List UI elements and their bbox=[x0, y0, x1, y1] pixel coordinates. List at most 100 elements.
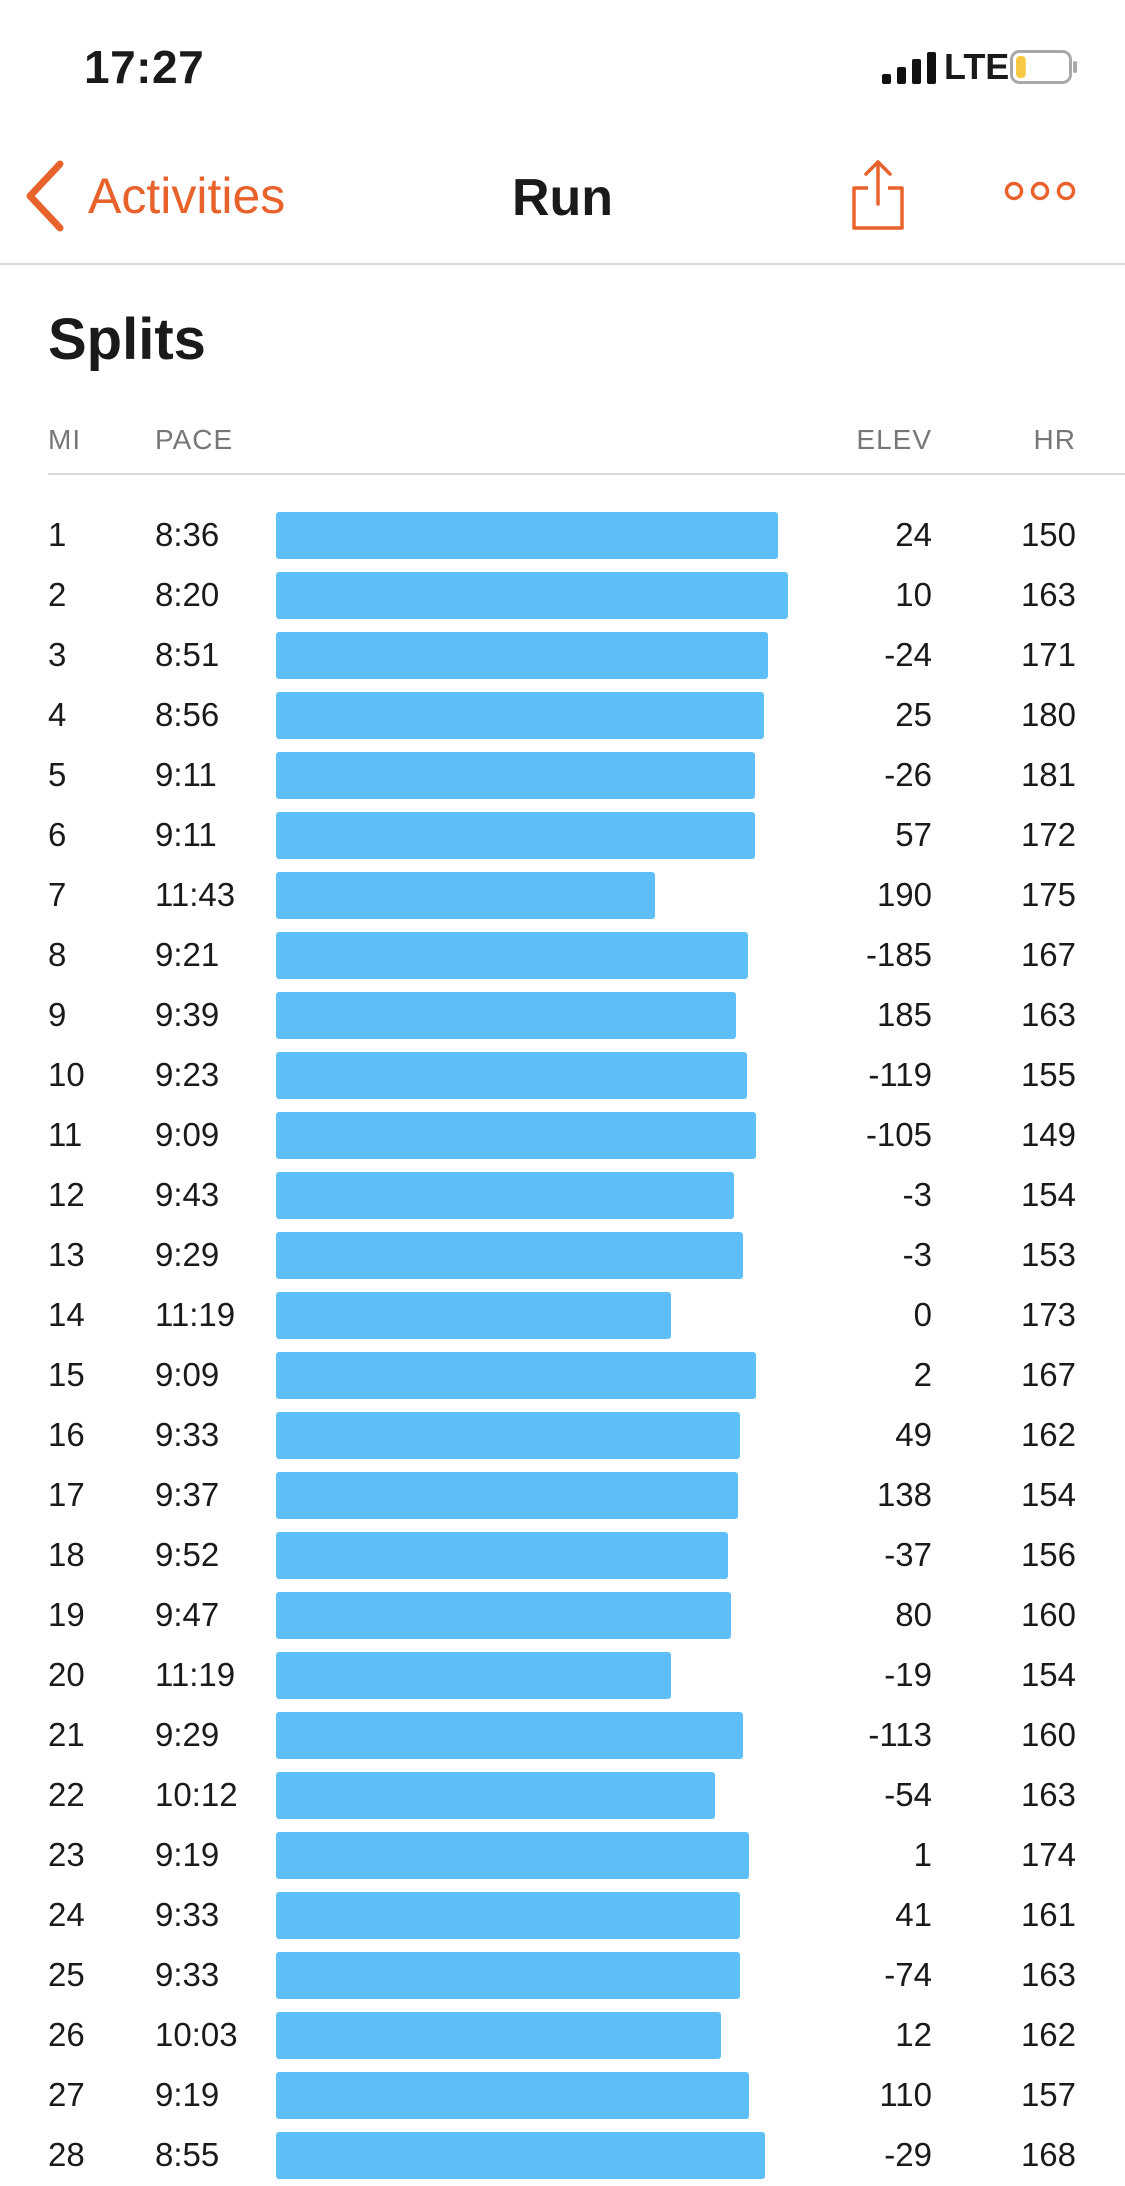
split-elevation: -29 bbox=[884, 2136, 932, 2173]
page-title: Run bbox=[511, 169, 614, 227]
split-heart-rate: 181 bbox=[1020, 756, 1076, 793]
split-mile: 12 bbox=[48, 1176, 85, 1213]
split-pace: 9:39 bbox=[155, 996, 220, 1033]
split-row[interactable]: 12 9:43 -3 154 bbox=[0, 1165, 1125, 1225]
split-mile: 3 bbox=[48, 636, 67, 673]
split-pace: 9:37 bbox=[155, 1476, 220, 1513]
split-pace: 11:43 bbox=[155, 876, 236, 913]
navigation-bar: Activities Run bbox=[0, 130, 1125, 265]
split-row[interactable]: 6 9:11 57 172 bbox=[0, 805, 1125, 865]
split-elevation: 190 bbox=[876, 876, 932, 913]
split-pace-bar bbox=[276, 1772, 715, 1819]
split-row[interactable]: 9 9:39 185 163 bbox=[0, 985, 1125, 1045]
split-pace-bar bbox=[276, 2012, 721, 2059]
split-heart-rate: 161 bbox=[1020, 1896, 1076, 1933]
status-bar: 17:27 LTE bbox=[0, 0, 1125, 130]
column-header-mi: MI bbox=[48, 424, 82, 455]
split-mile: 24 bbox=[48, 1896, 85, 1933]
split-row[interactable]: 2 8:20 10 163 bbox=[0, 565, 1125, 625]
split-pace-bar bbox=[276, 1592, 731, 1639]
split-pace: 9:23 bbox=[155, 1056, 220, 1093]
split-row[interactable]: 13 9:29 -3 153 bbox=[0, 1225, 1125, 1285]
split-row[interactable]: 27 9:19 110 157 bbox=[0, 2065, 1125, 2125]
split-row[interactable]: 18 9:52 -37 156 bbox=[0, 1525, 1125, 1585]
split-pace: 9:33 bbox=[155, 1896, 220, 1933]
split-row[interactable]: 26 10:03 12 162 bbox=[0, 2005, 1125, 2065]
split-row[interactable]: 17 9:37 138 154 bbox=[0, 1465, 1125, 1525]
split-heart-rate: 153 bbox=[1020, 1236, 1076, 1273]
split-heart-rate: 157 bbox=[1020, 2076, 1076, 2113]
split-heart-rate: 180 bbox=[1020, 696, 1076, 733]
column-header-elev: ELEV bbox=[856, 424, 932, 455]
split-pace-bar bbox=[276, 812, 755, 859]
split-elevation: -54 bbox=[884, 1776, 932, 1813]
share-icon[interactable] bbox=[850, 158, 906, 230]
back-button[interactable]: Activities bbox=[22, 156, 285, 236]
split-pace: 9:21 bbox=[155, 936, 220, 973]
splits-list: 1 8:36 24 150 2 8:20 10 163 3 8:51 -24 171 4 8:56 25 18… bbox=[0, 505, 1125, 2185]
split-pace-bar bbox=[276, 1232, 743, 1279]
split-row[interactable]: 5 9:11 -26 181 bbox=[0, 745, 1125, 805]
split-row[interactable]: 21 9:29 -113 160 bbox=[0, 1705, 1125, 1765]
split-row[interactable]: 25 9:33 -74 163 bbox=[0, 1945, 1125, 2005]
split-elevation: 1 bbox=[913, 1836, 932, 1873]
split-elevation: 0 bbox=[913, 1296, 932, 1333]
split-row[interactable]: 1 8:36 24 150 bbox=[0, 505, 1125, 565]
split-pace-bar bbox=[276, 1532, 728, 1579]
split-pace-bar bbox=[276, 992, 737, 1039]
split-elevation: -3 bbox=[902, 1176, 932, 1213]
split-heart-rate: 173 bbox=[1020, 1296, 1076, 1333]
split-pace-bar bbox=[276, 1832, 750, 1879]
split-row[interactable]: 4 8:56 25 180 bbox=[0, 685, 1125, 745]
split-row[interactable]: 22 10:12 -54 163 bbox=[0, 1765, 1125, 1825]
split-elevation: 110 bbox=[879, 2076, 932, 2113]
split-row[interactable]: 16 9:33 49 162 bbox=[0, 1405, 1125, 1465]
split-row[interactable]: 20 11:19 -19 154 bbox=[0, 1645, 1125, 1705]
split-row[interactable]: 11 9:09 -105 149 bbox=[0, 1105, 1125, 1165]
split-pace-bar bbox=[276, 2132, 766, 2179]
split-pace-bar bbox=[276, 1652, 671, 1699]
split-pace-bar bbox=[276, 1412, 741, 1459]
split-pace: 9:43 bbox=[155, 1176, 220, 1213]
split-heart-rate: 168 bbox=[1020, 2136, 1076, 2173]
split-row[interactable]: 14 11:19 0 173 bbox=[0, 1285, 1125, 1345]
split-row[interactable]: 24 9:33 41 161 bbox=[0, 1885, 1125, 1945]
split-heart-rate: 174 bbox=[1020, 1836, 1076, 1873]
split-row[interactable]: 28 8:55 -29 168 bbox=[0, 2125, 1125, 2185]
split-row[interactable]: 3 8:51 -24 171 bbox=[0, 625, 1125, 685]
split-elevation: -113 bbox=[868, 1716, 932, 1753]
split-elevation: -185 bbox=[865, 936, 932, 973]
split-pace-bar bbox=[276, 1112, 756, 1159]
split-mile: 15 bbox=[48, 1356, 85, 1393]
split-row[interactable]: 23 9:19 1 174 bbox=[0, 1825, 1125, 1885]
signal-strength-icon bbox=[882, 52, 936, 84]
split-heart-rate: 167 bbox=[1020, 1356, 1076, 1393]
split-row[interactable]: 8 9:21 -185 167 bbox=[0, 925, 1125, 985]
network-type: LTE bbox=[944, 46, 1010, 87]
split-pace: 9:33 bbox=[155, 1956, 220, 1993]
split-pace: 9:19 bbox=[155, 1836, 220, 1873]
split-mile: 8 bbox=[48, 936, 67, 973]
split-elevation: 12 bbox=[895, 2016, 932, 2053]
splits-title: Splits bbox=[48, 307, 206, 372]
split-pace-bar bbox=[276, 572, 788, 619]
split-row[interactable]: 19 9:47 80 160 bbox=[0, 1585, 1125, 1645]
split-heart-rate: 163 bbox=[1020, 1956, 1076, 1993]
split-pace: 9:09 bbox=[155, 1356, 220, 1393]
split-row[interactable]: 15 9:09 2 167 bbox=[0, 1345, 1125, 1405]
split-heart-rate: 150 bbox=[1020, 516, 1076, 553]
split-pace: 8:56 bbox=[155, 696, 220, 733]
split-pace: 8:36 bbox=[155, 516, 220, 553]
split-heart-rate: 155 bbox=[1020, 1056, 1076, 1093]
split-heart-rate: 149 bbox=[1020, 1116, 1076, 1153]
split-heart-rate: 171 bbox=[1020, 636, 1076, 673]
split-elevation: 49 bbox=[895, 1416, 932, 1453]
split-row[interactable]: 7 11:43 190 175 bbox=[0, 865, 1125, 925]
split-elevation: 185 bbox=[876, 996, 932, 1033]
more-options-icon[interactable] bbox=[1004, 176, 1076, 206]
split-row[interactable]: 10 9:23 -119 155 bbox=[0, 1045, 1125, 1105]
split-elevation: -37 bbox=[884, 1536, 932, 1573]
split-pace: 10:12 bbox=[155, 1776, 238, 1813]
split-heart-rate: 163 bbox=[1020, 996, 1076, 1033]
split-pace: 9:09 bbox=[155, 1116, 220, 1153]
